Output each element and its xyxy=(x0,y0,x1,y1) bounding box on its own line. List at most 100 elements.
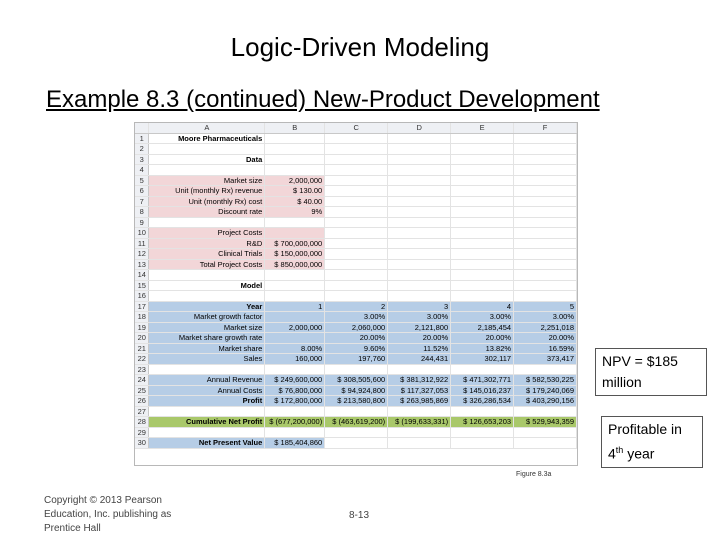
cell-f[interactable] xyxy=(513,269,577,281)
cell-b[interactable]: $ 40.00 xyxy=(264,196,326,207)
row-number[interactable]: 28 xyxy=(135,416,150,428)
cell-e[interactable]: $ 145,016,237 xyxy=(450,385,515,396)
cell-d[interactable] xyxy=(387,206,452,218)
row-number[interactable]: 8 xyxy=(135,206,150,218)
row-number[interactable]: 5 xyxy=(135,175,150,186)
cell-f[interactable] xyxy=(513,164,577,176)
cell-c[interactable] xyxy=(324,290,389,302)
cell-c[interactable] xyxy=(324,196,389,207)
cell-c[interactable]: 9.60% xyxy=(324,343,389,354)
cell-a[interactable]: Total Project Costs xyxy=(148,259,266,270)
row-number[interactable]: 26 xyxy=(135,395,150,407)
cell-d[interactable] xyxy=(387,437,452,449)
cell-e[interactable] xyxy=(450,248,515,260)
cell-d[interactable]: 11.52% xyxy=(387,343,452,354)
cell-a[interactable]: Unit (monthly Rx) revenue xyxy=(148,185,266,197)
cell-c[interactable] xyxy=(324,280,389,291)
cell-b[interactable]: $ 850,000,000 xyxy=(264,259,326,270)
cell-a[interactable]: Clinical Trials xyxy=(148,248,266,260)
cell-c[interactable] xyxy=(324,185,389,197)
cell-a[interactable]: Sales xyxy=(148,353,266,365)
row-number[interactable]: 25 xyxy=(135,385,150,396)
cell-f[interactable] xyxy=(513,154,577,165)
cell-d[interactable]: $ 381,312,922 xyxy=(387,374,452,386)
cell-d[interactable]: $ 263,985,869 xyxy=(387,395,452,407)
row-number[interactable]: 3 xyxy=(135,154,150,165)
cell-d[interactable] xyxy=(387,217,452,228)
corner-cell[interactable] xyxy=(135,123,150,134)
cell-b[interactable]: $ 172,800,000 xyxy=(264,395,326,407)
row-number[interactable]: 30 xyxy=(135,437,150,449)
cell-e[interactable]: 2,185,454 xyxy=(450,322,515,333)
cell-a[interactable] xyxy=(148,217,266,228)
cell-b[interactable]: $ 150,000,000 xyxy=(264,248,326,260)
row-number[interactable]: 11 xyxy=(135,238,150,249)
cell-e[interactable] xyxy=(450,259,515,270)
cell-e[interactable] xyxy=(450,290,515,302)
cell-a[interactable] xyxy=(148,364,266,375)
cell-a[interactable]: Cumulative Net Profit xyxy=(148,416,266,428)
row-number[interactable]: 27 xyxy=(135,406,150,417)
cell-d[interactable]: 2,121,800 xyxy=(387,322,452,333)
cell-e[interactable] xyxy=(450,280,515,291)
cell-b[interactable]: 1 xyxy=(264,301,326,312)
cell-f[interactable] xyxy=(513,290,577,302)
cell-c[interactable]: $ 213,580,800 xyxy=(324,395,389,407)
cell-e[interactable] xyxy=(450,154,515,165)
cell-a[interactable]: Market share growth rate xyxy=(148,332,266,344)
cell-f[interactable] xyxy=(513,217,577,228)
cell-a[interactable]: Moore Pharmaceuticals xyxy=(148,133,266,144)
cell-e[interactable] xyxy=(450,406,515,417)
cell-d[interactable] xyxy=(387,364,452,375)
cell-a[interactable] xyxy=(148,427,266,438)
cell-f[interactable] xyxy=(513,133,577,144)
cell-b[interactable] xyxy=(264,154,326,165)
cell-b[interactable] xyxy=(264,227,326,239)
cell-f[interactable] xyxy=(513,280,577,291)
cell-d[interactable] xyxy=(387,259,452,270)
cell-f[interactable]: 20.00% xyxy=(513,332,577,344)
cell-e[interactable]: 302,117 xyxy=(450,353,515,365)
column-header-e[interactable]: E xyxy=(450,123,515,134)
cell-b[interactable]: 160,000 xyxy=(264,353,326,365)
cell-e[interactable] xyxy=(450,175,515,186)
cell-f[interactable] xyxy=(513,185,577,197)
row-number[interactable]: 18 xyxy=(135,311,150,323)
cell-b[interactable] xyxy=(264,427,326,438)
cell-c[interactable] xyxy=(324,269,389,281)
row-number[interactable]: 6 xyxy=(135,185,150,197)
cell-b[interactable]: 9% xyxy=(264,206,326,218)
cell-d[interactable]: 3 xyxy=(387,301,452,312)
cell-c[interactable] xyxy=(324,248,389,260)
cell-e[interactable] xyxy=(450,143,515,155)
cell-a[interactable]: R&D xyxy=(148,238,266,249)
row-number[interactable]: 1 xyxy=(135,133,150,144)
cell-f[interactable] xyxy=(513,175,577,186)
cell-c[interactable]: $ (463,619,200) xyxy=(324,416,389,428)
cell-f[interactable] xyxy=(513,437,577,449)
row-number[interactable]: 4 xyxy=(135,164,150,176)
cell-c[interactable] xyxy=(324,259,389,270)
cell-b[interactable]: $ (677,200,000) xyxy=(264,416,326,428)
cell-a[interactable]: Market size xyxy=(148,175,266,186)
cell-b[interactable] xyxy=(264,164,326,176)
cell-c[interactable] xyxy=(324,133,389,144)
cell-b[interactable]: $ 76,800,000 xyxy=(264,385,326,396)
cell-d[interactable] xyxy=(387,143,452,155)
cell-e[interactable] xyxy=(450,364,515,375)
cell-b[interactable] xyxy=(264,364,326,375)
cell-b[interactable]: $ 130.00 xyxy=(264,185,326,197)
cell-f[interactable]: 5 xyxy=(513,301,577,312)
column-header-d[interactable]: D xyxy=(387,123,452,134)
cell-e[interactable] xyxy=(450,227,515,239)
cell-f[interactable] xyxy=(513,206,577,218)
cell-d[interactable] xyxy=(387,133,452,144)
cell-e[interactable] xyxy=(450,196,515,207)
cell-a[interactable]: Project Costs xyxy=(148,227,266,239)
cell-a[interactable]: Market size xyxy=(148,322,266,333)
cell-e[interactable] xyxy=(450,217,515,228)
cell-b[interactable] xyxy=(264,311,326,323)
cell-b[interactable] xyxy=(264,332,326,344)
row-number[interactable]: 13 xyxy=(135,259,150,270)
cell-b[interactable]: 2,000,000 xyxy=(264,175,326,186)
